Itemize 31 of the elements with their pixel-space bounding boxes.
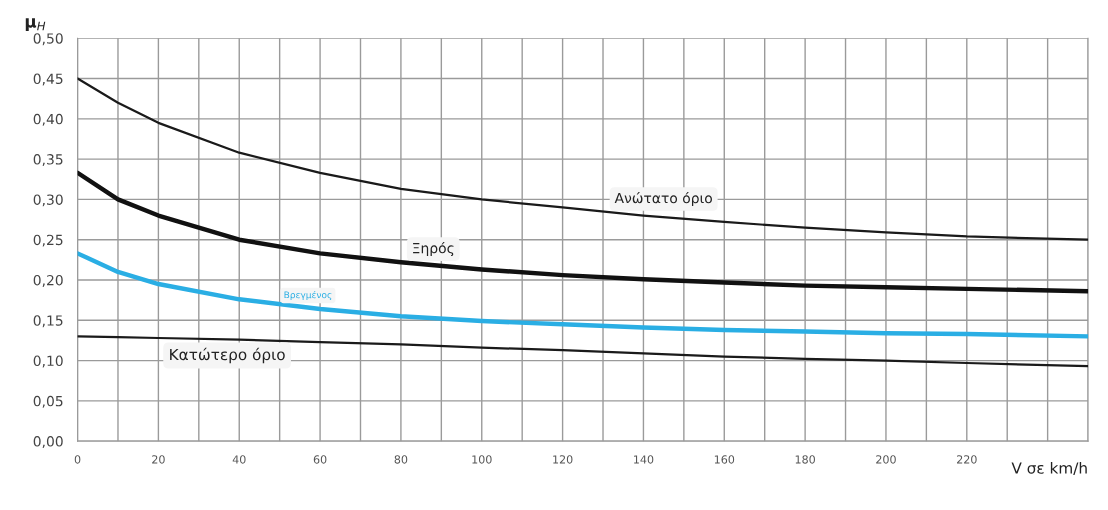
x-axis-title: V σε km/h bbox=[1011, 461, 1087, 475]
y-tick-label: 0,05 bbox=[33, 395, 63, 408]
x-tick-label: 20 bbox=[152, 455, 165, 464]
y-tick-label: 0,30 bbox=[33, 194, 63, 207]
x-tick-label: 160 bbox=[714, 455, 735, 464]
line-series bbox=[77, 77, 1089, 241]
y-tick-label: 0,25 bbox=[33, 234, 63, 247]
x-tick-label: 0 bbox=[74, 455, 81, 464]
y-tick-label: 0,20 bbox=[33, 274, 63, 287]
x-tick-label: 140 bbox=[634, 455, 654, 464]
x-tick-label: 180 bbox=[795, 455, 815, 464]
y-axis-title: μ$_{H}$ bbox=[25, 18, 46, 31]
y-tick-label: 0,50 bbox=[33, 33, 63, 46]
series-label: Ξηρός bbox=[413, 242, 454, 257]
series-label: Βρεγμένος bbox=[284, 290, 332, 301]
x-tick-label: 40 bbox=[232, 455, 246, 464]
x-tick-label: 60 bbox=[313, 455, 327, 464]
y-tick-label: 0,45 bbox=[33, 73, 63, 86]
y-tick-label: 0,00 bbox=[33, 436, 63, 449]
y-tick-label: 0,10 bbox=[33, 355, 63, 368]
y-tick-label: 0,40 bbox=[33, 113, 63, 126]
series-label: Κατώτερο όριο bbox=[170, 347, 285, 364]
x-tick-label: 220 bbox=[957, 455, 977, 464]
y-tick-label: 0,15 bbox=[33, 315, 63, 328]
x-tick-label: 200 bbox=[876, 455, 896, 464]
line-series bbox=[77, 335, 1089, 368]
x-tick-label: 100 bbox=[472, 455, 492, 464]
series-label: Ανώτατο όριο bbox=[614, 192, 712, 207]
x-tick-label: 80 bbox=[394, 455, 408, 464]
x-tick-label: 120 bbox=[553, 455, 573, 464]
y-tick-label: 0,35 bbox=[33, 154, 63, 167]
